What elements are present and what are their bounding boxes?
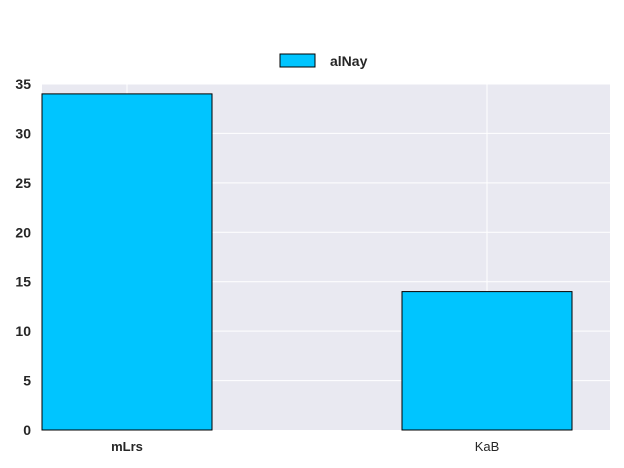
x-tick-label-KaB: KaB <box>475 439 500 454</box>
x-axis-ticks: mLrs KaB <box>111 439 499 454</box>
y-tick-label-25: 25 <box>15 175 31 191</box>
y-tick-label-5: 5 <box>23 373 31 389</box>
bar-mLrs <box>41 93 213 431</box>
legend: alNay <box>279 53 368 69</box>
legend-label: alNay <box>330 53 368 69</box>
y-tick-label-0: 0 <box>23 422 31 438</box>
bars-group <box>41 93 573 431</box>
y-tick-label-35: 35 <box>15 76 31 92</box>
x-tick-label-mLrs: mLrs <box>111 439 143 454</box>
y-tick-label-10: 10 <box>15 323 31 339</box>
y-tick-label-20: 20 <box>15 224 31 240</box>
bar-KaB <box>401 291 573 431</box>
legend-swatch <box>279 53 316 68</box>
y-axis-ticks: 0 5 10 15 20 25 30 35 <box>15 76 31 438</box>
y-tick-label-30: 30 <box>15 125 31 141</box>
y-tick-label-15: 15 <box>15 274 31 290</box>
